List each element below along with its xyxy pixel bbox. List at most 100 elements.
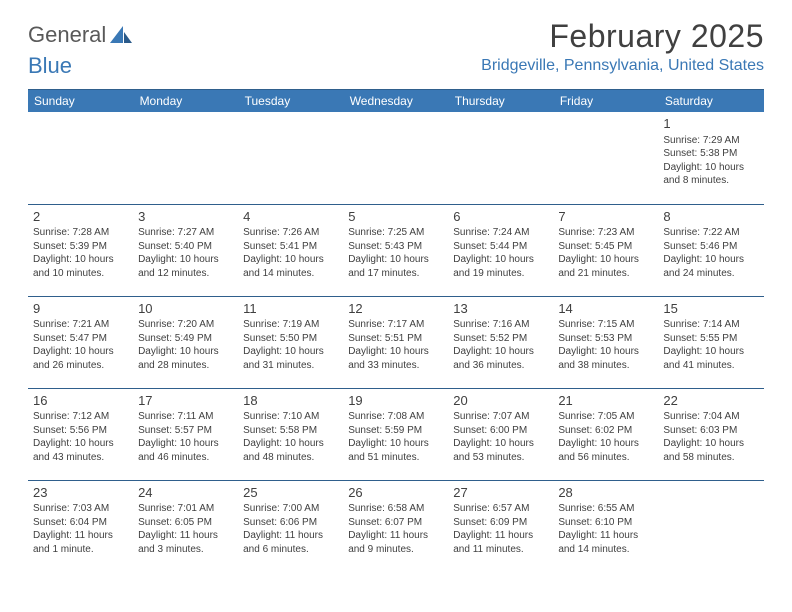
calendar-week-row: 16Sunrise: 7:12 AMSunset: 5:56 PMDayligh… — [28, 388, 764, 480]
sunrise-text: Sunrise: 7:20 AM — [138, 318, 233, 332]
sunrise-text: Sunrise: 6:55 AM — [558, 502, 653, 516]
day-cell-empty — [343, 112, 448, 204]
sunrise-text: Sunrise: 7:17 AM — [348, 318, 443, 332]
daylight-text: Daylight: 11 hours and 14 minutes. — [558, 529, 653, 556]
day-number: 5 — [348, 208, 443, 226]
day-cell-8: 8Sunrise: 7:22 AMSunset: 5:46 PMDaylight… — [658, 204, 763, 296]
day-number: 25 — [243, 484, 338, 502]
day-number: 11 — [243, 300, 338, 318]
dayname-saturday: Saturday — [658, 90, 763, 112]
day-cell-1: 1Sunrise: 7:29 AMSunset: 5:38 PMDaylight… — [658, 112, 763, 204]
sunrise-text: Sunrise: 7:24 AM — [453, 226, 548, 240]
day-number: 13 — [453, 300, 548, 318]
daylight-text: Daylight: 10 hours and 38 minutes. — [558, 345, 653, 372]
day-cell-28: 28Sunrise: 6:55 AMSunset: 6:10 PMDayligh… — [553, 480, 658, 572]
day-cell-12: 12Sunrise: 7:17 AMSunset: 5:51 PMDayligh… — [343, 296, 448, 388]
day-cell-26: 26Sunrise: 6:58 AMSunset: 6:07 PMDayligh… — [343, 480, 448, 572]
sunrise-text: Sunrise: 7:08 AM — [348, 410, 443, 424]
sunrise-text: Sunrise: 7:00 AM — [243, 502, 338, 516]
day-number: 8 — [663, 208, 758, 226]
sunset-text: Sunset: 5:43 PM — [348, 240, 443, 254]
day-number: 1 — [663, 115, 758, 133]
sunset-text: Sunset: 5:55 PM — [663, 332, 758, 346]
dayname-friday: Friday — [553, 90, 658, 112]
day-number: 21 — [558, 392, 653, 410]
sunrise-text: Sunrise: 7:01 AM — [138, 502, 233, 516]
sunset-text: Sunset: 6:02 PM — [558, 424, 653, 438]
calendar-week-row: 2Sunrise: 7:28 AMSunset: 5:39 PMDaylight… — [28, 204, 764, 296]
sunrise-text: Sunrise: 7:11 AM — [138, 410, 233, 424]
day-number: 20 — [453, 392, 548, 410]
day-number: 3 — [138, 208, 233, 226]
sunset-text: Sunset: 6:04 PM — [33, 516, 128, 530]
sunrise-text: Sunrise: 7:21 AM — [33, 318, 128, 332]
day-cell-27: 27Sunrise: 6:57 AMSunset: 6:09 PMDayligh… — [448, 480, 553, 572]
day-cell-19: 19Sunrise: 7:08 AMSunset: 5:59 PMDayligh… — [343, 388, 448, 480]
page-title: February 2025 — [481, 18, 764, 55]
sunrise-text: Sunrise: 7:22 AM — [663, 226, 758, 240]
daylight-text: Daylight: 11 hours and 9 minutes. — [348, 529, 443, 556]
sunrise-text: Sunrise: 7:03 AM — [33, 502, 128, 516]
day-number: 26 — [348, 484, 443, 502]
brand-logo: General — [28, 18, 132, 48]
sunrise-text: Sunrise: 7:25 AM — [348, 226, 443, 240]
logo-text-a: General — [28, 22, 106, 48]
day-cell-24: 24Sunrise: 7:01 AMSunset: 6:05 PMDayligh… — [133, 480, 238, 572]
day-cell-13: 13Sunrise: 7:16 AMSunset: 5:52 PMDayligh… — [448, 296, 553, 388]
logo-text-b: Blue — [28, 53, 764, 79]
daylight-text: Daylight: 10 hours and 10 minutes. — [33, 253, 128, 280]
daylight-text: Daylight: 10 hours and 46 minutes. — [138, 437, 233, 464]
sunrise-text: Sunrise: 7:07 AM — [453, 410, 548, 424]
sunset-text: Sunset: 5:57 PM — [138, 424, 233, 438]
sunset-text: Sunset: 5:52 PM — [453, 332, 548, 346]
daylight-text: Daylight: 10 hours and 26 minutes. — [33, 345, 128, 372]
sunset-text: Sunset: 5:45 PM — [558, 240, 653, 254]
daylight-text: Daylight: 10 hours and 28 minutes. — [138, 345, 233, 372]
dayname-tuesday: Tuesday — [238, 90, 343, 112]
daylight-text: Daylight: 10 hours and 31 minutes. — [243, 345, 338, 372]
logo-sail-icon — [110, 26, 132, 44]
sunrise-text: Sunrise: 7:23 AM — [558, 226, 653, 240]
day-cell-21: 21Sunrise: 7:05 AMSunset: 6:02 PMDayligh… — [553, 388, 658, 480]
sunset-text: Sunset: 5:56 PM — [33, 424, 128, 438]
daylight-text: Daylight: 10 hours and 8 minutes. — [663, 161, 758, 188]
day-cell-14: 14Sunrise: 7:15 AMSunset: 5:53 PMDayligh… — [553, 296, 658, 388]
sunset-text: Sunset: 5:44 PM — [453, 240, 548, 254]
day-cell-9: 9Sunrise: 7:21 AMSunset: 5:47 PMDaylight… — [28, 296, 133, 388]
sunrise-text: Sunrise: 7:04 AM — [663, 410, 758, 424]
day-cell-2: 2Sunrise: 7:28 AMSunset: 5:39 PMDaylight… — [28, 204, 133, 296]
daylight-text: Daylight: 10 hours and 36 minutes. — [453, 345, 548, 372]
sunset-text: Sunset: 6:03 PM — [663, 424, 758, 438]
sunset-text: Sunset: 5:59 PM — [348, 424, 443, 438]
daylight-text: Daylight: 11 hours and 6 minutes. — [243, 529, 338, 556]
day-cell-4: 4Sunrise: 7:26 AMSunset: 5:41 PMDaylight… — [238, 204, 343, 296]
day-cell-25: 25Sunrise: 7:00 AMSunset: 6:06 PMDayligh… — [238, 480, 343, 572]
daylight-text: Daylight: 10 hours and 17 minutes. — [348, 253, 443, 280]
sunset-text: Sunset: 5:38 PM — [663, 147, 758, 161]
day-cell-10: 10Sunrise: 7:20 AMSunset: 5:49 PMDayligh… — [133, 296, 238, 388]
day-cell-16: 16Sunrise: 7:12 AMSunset: 5:56 PMDayligh… — [28, 388, 133, 480]
day-cell-23: 23Sunrise: 7:03 AMSunset: 6:04 PMDayligh… — [28, 480, 133, 572]
day-number: 15 — [663, 300, 758, 318]
sunset-text: Sunset: 5:46 PM — [663, 240, 758, 254]
sunset-text: Sunset: 6:05 PM — [138, 516, 233, 530]
sunrise-text: Sunrise: 7:05 AM — [558, 410, 653, 424]
day-number: 10 — [138, 300, 233, 318]
day-cell-empty — [133, 112, 238, 204]
sunrise-text: Sunrise: 7:16 AM — [453, 318, 548, 332]
day-cell-15: 15Sunrise: 7:14 AMSunset: 5:55 PMDayligh… — [658, 296, 763, 388]
sunrise-text: Sunrise: 7:14 AM — [663, 318, 758, 332]
daylight-text: Daylight: 10 hours and 58 minutes. — [663, 437, 758, 464]
daylight-text: Daylight: 10 hours and 43 minutes. — [33, 437, 128, 464]
sunset-text: Sunset: 5:41 PM — [243, 240, 338, 254]
day-number: 19 — [348, 392, 443, 410]
day-number: 6 — [453, 208, 548, 226]
dayname-wednesday: Wednesday — [343, 90, 448, 112]
sunset-text: Sunset: 6:09 PM — [453, 516, 548, 530]
day-number: 18 — [243, 392, 338, 410]
sunset-text: Sunset: 5:39 PM — [33, 240, 128, 254]
day-number: 23 — [33, 484, 128, 502]
calendar-header-row: SundayMondayTuesdayWednesdayThursdayFrid… — [28, 90, 764, 112]
day-cell-empty — [238, 112, 343, 204]
sunset-text: Sunset: 5:50 PM — [243, 332, 338, 346]
